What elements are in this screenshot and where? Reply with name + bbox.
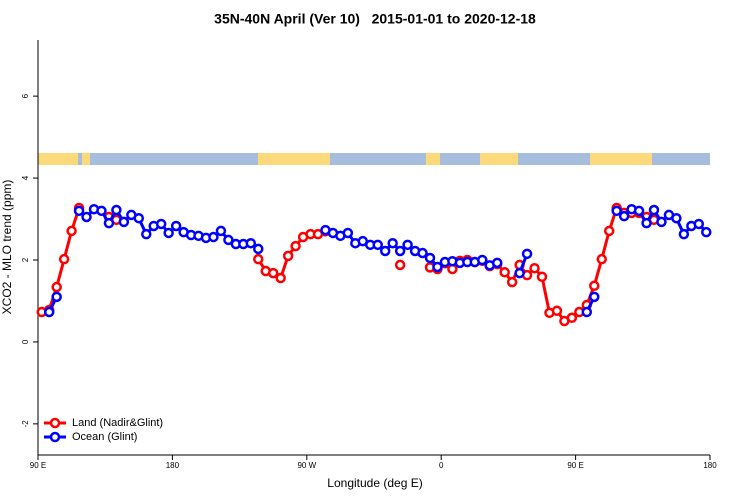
data-point <box>521 248 533 260</box>
data-point <box>506 276 518 288</box>
data-point <box>402 239 413 251</box>
data-point <box>671 212 682 224</box>
land-strip <box>38 153 78 165</box>
data-point <box>417 247 428 259</box>
data-point <box>51 281 62 293</box>
land-strip <box>82 153 90 165</box>
data-point <box>424 252 436 264</box>
data-point <box>566 312 578 324</box>
legend-marker <box>49 431 61 443</box>
data-point <box>111 204 122 216</box>
data-point <box>253 243 264 255</box>
data-point <box>596 253 607 265</box>
data-point <box>394 245 406 257</box>
chart-title: 35N-40N April (Ver 10) 2015-01-01 to 202… <box>214 11 536 27</box>
data-point <box>342 227 354 239</box>
land-strip <box>258 153 330 165</box>
data-point <box>290 240 301 252</box>
data-point <box>379 245 391 257</box>
data-point <box>58 253 70 265</box>
data-point <box>581 306 593 318</box>
y-tick-label: 4 <box>21 175 30 180</box>
legend: Land (Nadir&Glint) Ocean (Glint) <box>44 417 163 443</box>
data-point <box>529 262 540 274</box>
data-point <box>208 231 219 243</box>
x-tick-label: 180 <box>166 461 180 470</box>
data-point <box>43 306 55 318</box>
data-point <box>215 225 227 237</box>
data-point <box>678 228 690 240</box>
data-point <box>66 225 77 237</box>
data-point <box>103 217 115 229</box>
data-point <box>432 261 443 273</box>
data-point <box>693 218 705 230</box>
data-point <box>641 217 652 229</box>
data-point <box>611 205 622 217</box>
x-tick-label: 180 <box>703 461 717 470</box>
x-tick-label: 90 E <box>30 461 46 470</box>
legend-label: Land (Nadir&Glint) <box>72 417 163 429</box>
data-point <box>618 210 630 222</box>
data-point <box>536 271 548 283</box>
x-axis-label: Longitude (deg E) <box>327 476 422 490</box>
data-point <box>275 272 286 284</box>
data-point <box>372 239 383 251</box>
y-tick-label: -2 <box>21 420 30 428</box>
y-tick-label: 0 <box>21 339 30 344</box>
data-point <box>514 267 525 279</box>
data-point <box>648 204 660 216</box>
data-point <box>267 267 279 279</box>
land-strip <box>590 153 652 165</box>
data-point <box>282 250 294 262</box>
y-tick-label: 2 <box>21 257 30 262</box>
data-point <box>499 267 510 278</box>
data-point <box>701 226 712 238</box>
data-point <box>656 216 667 228</box>
data-point <box>96 205 107 217</box>
data-point <box>477 254 488 266</box>
data-point <box>118 216 130 228</box>
data-point <box>73 205 85 217</box>
y-tick-label: 6 <box>21 93 30 98</box>
data-point <box>253 253 264 265</box>
data-point <box>603 225 615 237</box>
legend-marker <box>49 417 61 429</box>
legend-label: Ocean (Glint) <box>72 431 137 443</box>
land-strip <box>480 153 518 165</box>
y-axis-label: XCO2 - MLO trend (ppm) <box>0 180 14 315</box>
data-point <box>589 280 600 292</box>
data-point <box>633 205 645 217</box>
data-point <box>223 234 234 246</box>
data-point <box>589 291 600 303</box>
data-point <box>155 218 167 230</box>
x-tick-label: 90 E <box>567 461 583 470</box>
data-point <box>387 237 398 249</box>
data-point <box>491 257 503 269</box>
data-point <box>81 211 92 223</box>
x-tick-label: 0 <box>439 461 444 470</box>
data-point <box>141 228 152 240</box>
data-point <box>51 291 62 303</box>
ocean-strip <box>38 153 710 165</box>
map-strip <box>38 153 710 165</box>
data-point <box>245 237 257 249</box>
x-tick-label: 90 W <box>297 461 316 470</box>
data-point <box>133 212 145 224</box>
land-strip <box>426 153 440 165</box>
data-point <box>551 305 563 317</box>
data-point <box>170 220 182 232</box>
data-point <box>394 259 406 271</box>
data-point <box>163 227 174 239</box>
